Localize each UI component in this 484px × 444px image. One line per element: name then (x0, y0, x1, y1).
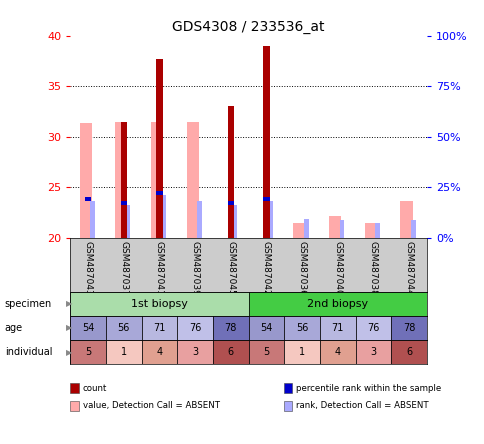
Bar (410, 220, 415, 238)
Bar (355, 340, 390, 364)
Bar (391, 316, 426, 340)
Bar (319, 316, 355, 340)
Bar (212, 340, 248, 364)
Bar (232, 205, 237, 238)
Bar (141, 340, 177, 364)
Text: GSM487041: GSM487041 (154, 241, 164, 296)
Text: 54: 54 (82, 323, 94, 333)
Text: 56: 56 (295, 323, 308, 333)
Bar (121, 201, 127, 205)
Bar (121, 122, 127, 238)
Bar (303, 219, 308, 238)
Bar (391, 340, 426, 364)
Text: age: age (5, 323, 23, 333)
Text: 4: 4 (334, 347, 340, 357)
Text: GSM487043: GSM487043 (83, 241, 92, 296)
Bar (141, 316, 177, 340)
Text: GSM487044: GSM487044 (404, 241, 413, 295)
Text: 6: 6 (405, 347, 411, 357)
Text: individual: individual (5, 347, 52, 357)
Text: 4: 4 (156, 347, 162, 357)
Bar (70, 340, 106, 364)
Text: 1: 1 (121, 347, 127, 357)
Text: 2nd biopsy: 2nd biopsy (306, 299, 367, 309)
Bar (212, 316, 248, 340)
Bar (248, 292, 426, 316)
Text: 1st biopsy: 1st biopsy (131, 299, 187, 309)
Bar (227, 107, 233, 238)
Bar (248, 340, 284, 364)
Text: 56: 56 (117, 323, 130, 333)
Bar (319, 340, 355, 364)
Text: GSM487038: GSM487038 (368, 241, 377, 296)
Bar (151, 122, 163, 238)
Text: 5: 5 (263, 347, 269, 357)
Bar (263, 197, 269, 201)
Bar (186, 122, 198, 238)
Bar (106, 340, 141, 364)
Bar (329, 216, 341, 238)
Text: rank, Detection Call = ABSENT: rank, Detection Call = ABSENT (296, 401, 428, 410)
Bar (227, 201, 233, 205)
Text: specimen: specimen (5, 299, 52, 309)
Bar (70, 316, 106, 340)
Text: 78: 78 (402, 323, 414, 333)
Text: percentile rank within the sample: percentile rank within the sample (296, 384, 440, 392)
Bar (156, 59, 162, 238)
Bar (355, 316, 390, 340)
Bar (125, 205, 130, 238)
Bar (197, 201, 201, 238)
Text: GSM487042: GSM487042 (261, 241, 271, 295)
Text: ▶: ▶ (65, 348, 72, 357)
Bar (263, 46, 269, 238)
Bar (161, 194, 166, 238)
Text: 6: 6 (227, 347, 233, 357)
Text: 76: 76 (188, 323, 201, 333)
Text: GSM487040: GSM487040 (333, 241, 342, 296)
Text: 78: 78 (224, 323, 237, 333)
Text: 71: 71 (331, 323, 343, 333)
Bar (284, 340, 319, 364)
Text: value, Detection Call = ABSENT: value, Detection Call = ABSENT (83, 401, 219, 410)
Text: 1: 1 (298, 347, 304, 357)
Bar (400, 201, 412, 238)
Text: 71: 71 (153, 323, 166, 333)
Bar (156, 191, 162, 194)
Title: GDS4308 / 233536_at: GDS4308 / 233536_at (172, 20, 324, 35)
Bar (268, 201, 272, 238)
Text: 76: 76 (366, 323, 379, 333)
Text: 3: 3 (192, 347, 198, 357)
Text: ▶: ▶ (65, 324, 72, 333)
Text: count: count (83, 384, 107, 392)
Bar (90, 201, 94, 238)
Bar (70, 292, 248, 316)
Bar (293, 223, 305, 238)
Text: 3: 3 (369, 347, 376, 357)
Bar (177, 316, 212, 340)
Text: GSM487045: GSM487045 (226, 241, 235, 296)
Bar (375, 223, 379, 238)
Bar (248, 316, 284, 340)
Bar (364, 223, 376, 238)
Bar (79, 123, 91, 238)
Bar (284, 316, 319, 340)
Bar (177, 340, 212, 364)
Text: 54: 54 (259, 323, 272, 333)
Bar (339, 220, 344, 238)
Text: ▶: ▶ (65, 299, 72, 309)
Bar (115, 122, 127, 238)
Text: GSM487039: GSM487039 (190, 241, 199, 296)
Text: 5: 5 (85, 347, 91, 357)
Text: GSM487037: GSM487037 (119, 241, 128, 296)
Text: GSM487036: GSM487036 (297, 241, 306, 296)
Bar (85, 197, 91, 201)
Bar (106, 316, 141, 340)
